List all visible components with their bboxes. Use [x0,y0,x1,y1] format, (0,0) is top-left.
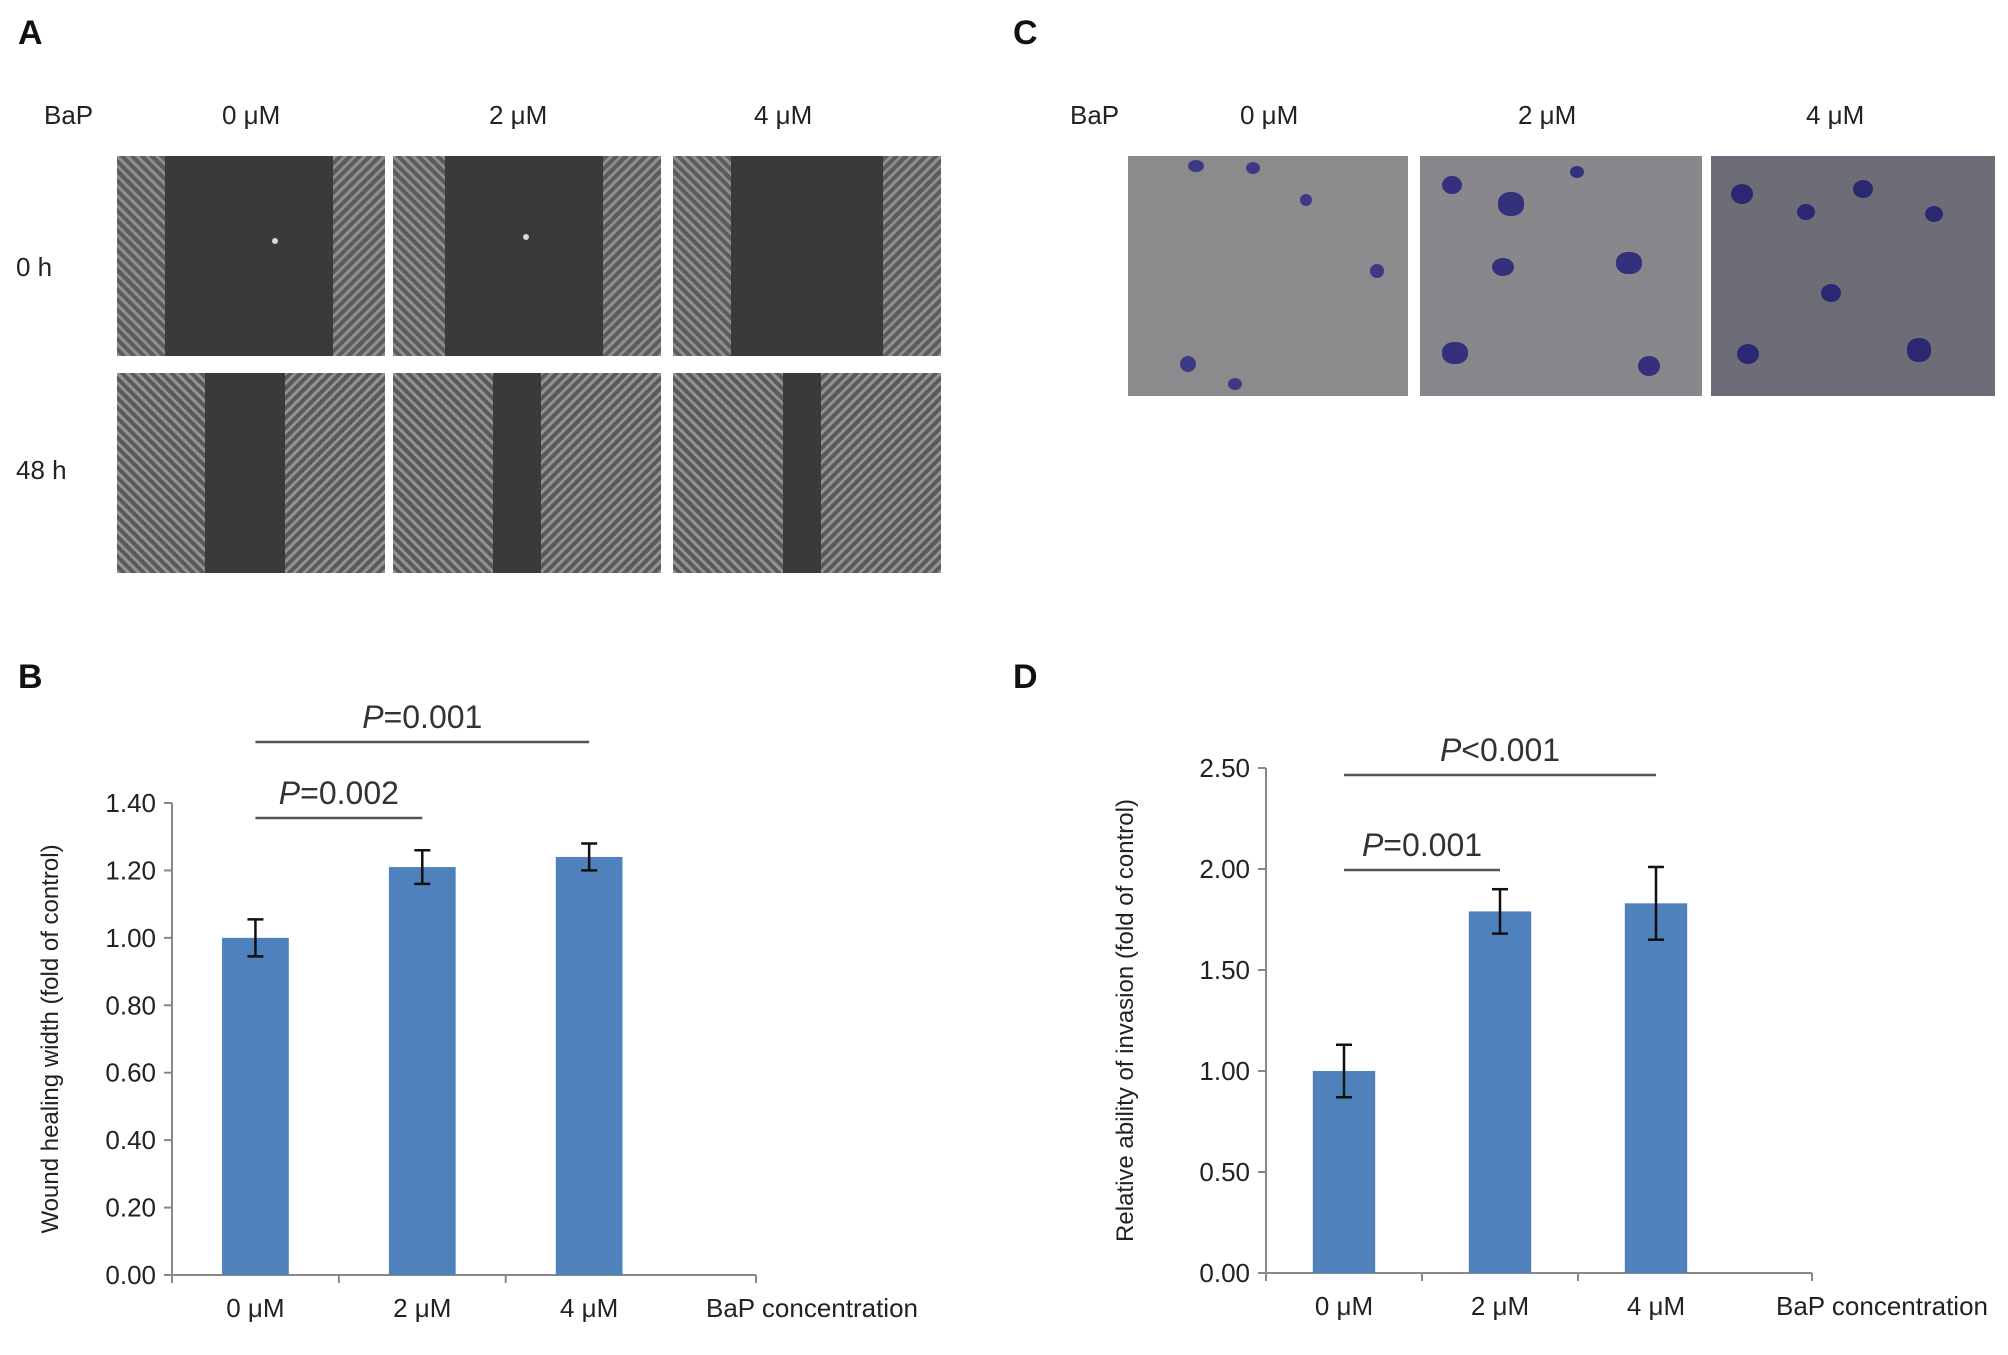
comparison-label-0: P=0.001 [1362,827,1482,863]
wound-image-0h-0um [117,156,385,356]
p-symbol: P [1440,732,1462,768]
p-value: =0.001 [1383,827,1482,863]
invasion-image-4um [1711,156,1995,396]
bar-0 [1312,1071,1376,1273]
wound-image-48h-2um [393,373,661,573]
bar-2 [1624,903,1688,1273]
bar-0 [222,937,289,1275]
invasion-image-2um [1420,156,1702,396]
wound-image-0h-2um [393,156,661,356]
panel-letter-c: C [1013,14,1038,52]
y-tick-label: 0.00 [105,1260,156,1290]
panel-c-bap-label: BaP [1070,100,1120,130]
bar-1 [1468,911,1532,1273]
p-symbol: P [279,775,301,811]
x-axis-title: BaP concentration [706,1293,918,1323]
p-value: =0.001 [384,699,483,735]
panel-a-bap-label: BaP [44,100,94,130]
panel-a-col-1: 2 μM [489,100,548,130]
x-tick-label-0: 0 μM [1315,1291,1373,1321]
wound-image-48h-0um [117,373,385,573]
x-tick-label-2: 4 μM [1627,1291,1685,1321]
panel-letter-a: A [18,14,43,52]
bar-1 [388,867,456,1275]
comparison-label-1: P<0.001 [1440,732,1560,768]
panel-c-col-0: 0 μM [1240,100,1299,130]
y-tick-label: 0.80 [105,990,156,1020]
y-tick-label: 0.20 [105,1193,156,1223]
y-tick-label: 0.60 [105,1058,156,1088]
y-tick-label: 1.20 [105,855,156,885]
y-tick-label: 2.00 [1199,854,1250,884]
comparison-label-1: P=0.001 [362,699,482,735]
invasion-image-0um [1128,156,1408,396]
y-tick-label: 0.40 [105,1125,156,1155]
invasion-bar-chart: 0.00 0.50 1.00 1.50 2.00 2.50 0 μM 2 μM 4 μM BaP … [1112,732,1988,1321]
panel-a-col-0: 0 μM [222,100,281,130]
y-tick-label: 0.50 [1199,1157,1250,1187]
panel-a-col-2: 4 μM [754,100,813,130]
wound-healing-bar-chart: 0.00 0.20 0.40 0.60 0.80 1.00 1.20 1.40 0 μM 2 μM… [37,699,918,1323]
p-value: <0.001 [1461,732,1560,768]
x-axis-title: BaP concentration [1776,1291,1988,1321]
x-tick-label-0: 0 μM [226,1293,284,1323]
y-tick-label: 2.50 [1199,753,1250,783]
y-tick-label: 1.40 [105,788,156,818]
panel-c-col-1: 2 μM [1518,100,1577,130]
y-axis-title: Wound healing width (fold of control) [37,844,64,1233]
x-tick-label-1: 2 μM [393,1293,451,1323]
p-symbol: P [362,699,384,735]
p-symbol: P [1362,827,1384,863]
panel-a-row-0: 0 h [16,252,53,282]
comparison-label-0: P=0.002 [279,775,399,811]
panel-a-row-1: 48 h [16,455,67,485]
y-tick-label: 1.00 [105,923,156,953]
y-tick-label: 1.50 [1199,955,1250,985]
y-tick-label: 1.00 [1199,1056,1250,1086]
x-tick-label-2: 4 μM [560,1293,618,1323]
wound-image-0h-4um [673,156,941,356]
x-tick-label-1: 2 μM [1471,1291,1529,1321]
panel-letter-b: B [18,658,43,696]
wound-image-48h-4um [673,373,941,573]
y-tick-label: 0.00 [1199,1258,1250,1288]
p-value: =0.002 [300,775,399,811]
panel-letter-d: D [1013,658,1038,696]
panel-c-col-2: 4 μM [1806,100,1865,130]
y-axis-title: Relative ability of invasion (fold of co… [1112,799,1139,1242]
bar-2 [555,856,623,1275]
